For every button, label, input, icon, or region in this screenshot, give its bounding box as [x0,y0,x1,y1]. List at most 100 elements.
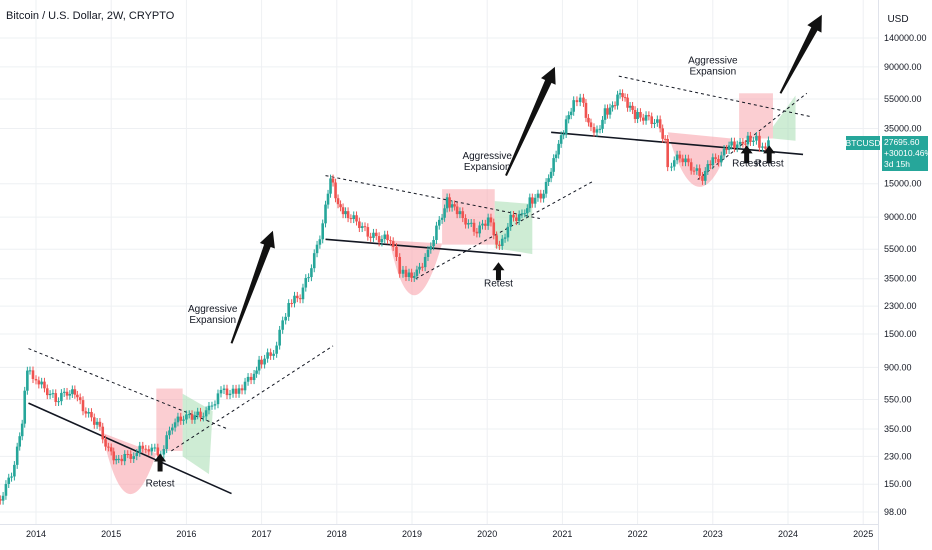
candle-body [222,388,226,390]
candle-body [389,240,392,242]
candle-body [741,141,745,144]
candle-body [758,135,761,148]
candle-body [714,157,717,159]
candle-body [767,140,770,149]
candle-body [331,178,335,183]
candle-body [678,154,682,159]
y-tick-label: 5500.00 [884,244,917,254]
annotation-label: Aggressive [688,55,738,66]
candle-body [237,388,241,394]
candle-body [670,166,673,168]
y-tick-label: 550.00 [884,394,912,404]
candle-body [374,232,378,237]
candle-body [749,135,752,142]
candle-body [324,204,327,224]
cup-zone-2022 [667,132,732,187]
candle-body [611,105,614,108]
candle-body [606,108,609,115]
candle-body [481,223,484,226]
x-tick-label: 2024 [778,529,798,539]
candle-body [210,405,214,407]
candle-body [54,393,58,402]
candle-body [117,458,121,460]
candle-body [618,93,622,95]
candle-body [564,119,568,134]
candle-body [171,427,174,431]
candle-body [1,495,5,501]
candle-body [187,414,191,416]
candle-body [675,154,679,161]
candle-body [484,223,487,226]
green-zone-2024 [772,95,796,141]
candle-body [429,246,433,250]
candle-body [193,415,197,420]
candle-body [764,146,767,149]
candle-body [415,269,419,277]
trend-lines [28,75,811,495]
candle-body [692,170,696,172]
candle-body [372,232,375,238]
retest-arrow-2023b [763,145,776,164]
candle-body [156,447,160,456]
candle-body [613,105,617,107]
symbol-label: BTCUSD [845,136,881,150]
resistance-2021 [618,75,811,118]
candle-body [469,222,473,224]
candle-body [464,218,467,225]
currency-button[interactable]: USD [887,13,909,25]
candle-body [179,416,183,421]
candle-body [631,105,634,110]
candle-body [349,218,353,220]
expansion-arrow-2024 [779,14,822,94]
candle-body [369,236,372,238]
y-tick-label: 3500.00 [884,274,917,284]
candle-body [287,303,290,317]
candle-body [395,246,398,257]
candle-body [708,164,712,166]
y-tick-label: 35000.00 [884,123,922,133]
candle-body [445,197,449,209]
candle-body [68,393,72,396]
candle-body [531,197,534,204]
x-tick-label: 2016 [176,529,196,539]
candle-body [701,175,704,181]
candle-body [703,170,707,181]
candle-body [329,178,332,194]
x-tick-label: 2018 [327,529,347,539]
candle-body [92,417,96,425]
candle-body [398,256,402,274]
x-tick-label: 2025 [853,529,873,539]
candle-body [567,115,570,120]
candle-body [185,414,188,420]
time-axis-separator [0,524,878,525]
candle-body [755,135,758,141]
annotation-label: Retest [755,159,784,170]
candle-body [621,93,624,98]
candle-body [266,352,269,359]
candle-body [761,146,764,148]
candle-body [426,249,430,257]
cup-zone-2015 [102,432,157,495]
candle-body [644,115,648,121]
candle-body [15,446,19,465]
candle-body [18,436,22,447]
candle-body [87,411,90,414]
y-tick-label: 230.00 [884,451,912,461]
candle-body [240,388,244,391]
candle-body [582,97,585,103]
expansion-arrows [154,14,822,472]
neckline-2018 [325,238,522,257]
candle-body [34,379,38,381]
candle-body [528,197,532,209]
candle-body [450,204,454,208]
candle-body [40,381,43,385]
candle-body [84,411,88,414]
x-tick-label: 2021 [552,529,572,539]
candle-body [278,329,281,346]
candle-body [138,445,142,453]
candle-body [182,419,185,421]
candle-body [542,193,545,199]
candle-body [641,117,645,121]
bar-countdown: 3d 15h [884,159,910,169]
